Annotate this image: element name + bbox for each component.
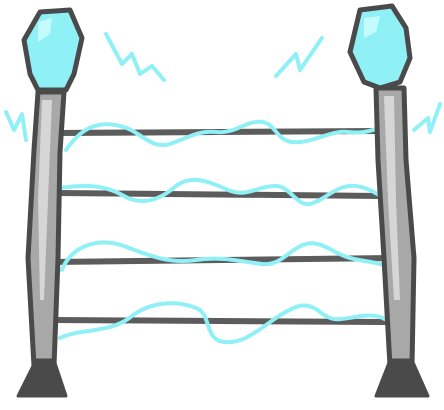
glowing-bulb-icon [347, 3, 413, 91]
left-fence-post [16, 7, 85, 398]
post-base [16, 358, 68, 398]
fence-wires [49, 128, 393, 325]
lightning-spark-icon [104, 32, 166, 82]
current-wave [64, 119, 382, 152]
fence-wire [51, 317, 393, 325]
glowing-bulb-icon [21, 7, 85, 93]
lightning-spark-icon [4, 110, 28, 142]
pole-highlight [384, 96, 400, 300]
bulb-shine [364, 16, 380, 38]
sparks [4, 32, 442, 142]
current-wave [58, 301, 392, 345]
post-base [374, 358, 430, 398]
right-fence-post [347, 3, 430, 398]
pole-highlight [38, 100, 52, 300]
electric-current [56, 119, 392, 345]
lightning-spark-icon [412, 102, 442, 134]
current-wave [60, 240, 388, 272]
lightning-spark-icon [274, 36, 324, 78]
fence-wire [53, 190, 387, 199]
bulb-shine [38, 18, 52, 42]
current-wave [56, 177, 386, 207]
